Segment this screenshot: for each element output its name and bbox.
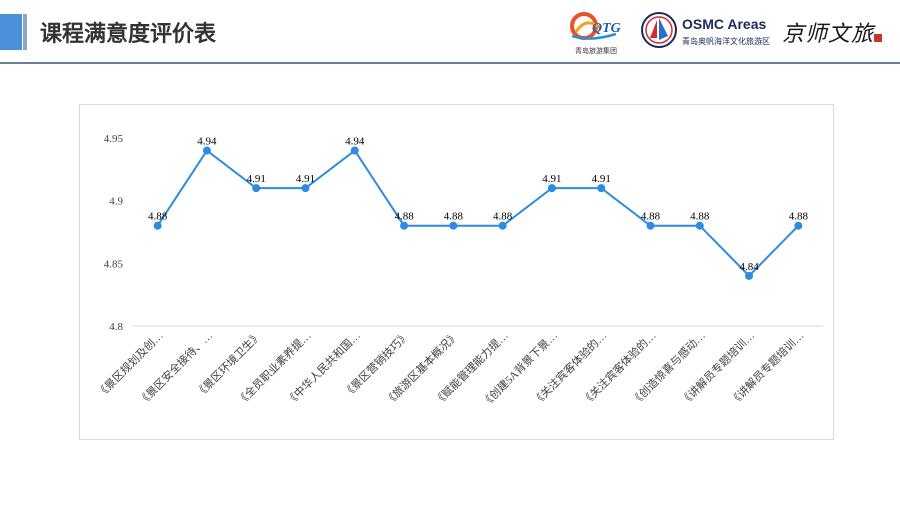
data-point (202, 146, 211, 155)
data-point (597, 184, 606, 193)
title-accent-bar-secondary (23, 14, 27, 50)
seal-icon (874, 34, 882, 42)
page-title: 课程满意度评价表 (40, 22, 217, 47)
data-point (498, 221, 507, 230)
data-point (695, 221, 704, 230)
y-tick-label: 4.8 (109, 321, 123, 333)
data-label: 4.88 (690, 211, 710, 223)
y-tick-label: 4.85 (104, 258, 124, 270)
qtg-logo: QTG 青岛旅游集团 (566, 6, 626, 58)
data-point (794, 221, 803, 230)
data-point (449, 221, 458, 230)
jsw-text: 京师文旅 (782, 22, 875, 47)
x-axis: 《景区规划及创…《景区安全接待、…《景区环境卫生》《全员职业素养提…《中华人民共… (94, 325, 823, 410)
chart-frame: 4.8 4.85 4.9 4.95 《景区规划及创… 《景区安全接待、… 《景区环境卫生》… (79, 104, 834, 440)
title-accent-bar (0, 14, 22, 50)
osmc-emblem-icon (641, 12, 677, 48)
osmc-subtitle: 青岛奥帆海洋文化旅游区 (682, 37, 770, 46)
series-polyline (156, 149, 800, 278)
data-point (252, 184, 261, 193)
osmc-title: OSMC Areas (682, 16, 767, 32)
jsw-logo: 京师文旅 (782, 12, 882, 52)
osmc-logo: OSMC Areas 青岛奥帆海洋文化旅游区 (640, 10, 770, 54)
data-point (400, 221, 409, 230)
data-point (745, 271, 754, 280)
data-label: 4.88 (444, 211, 464, 223)
y-tick-label: 4.95 (104, 133, 124, 145)
data-label: 4.88 (394, 211, 414, 223)
header: 课程满意度评价表 QTG 青岛旅游集团 OSMC Areas 青岛奥帆海洋文化旅… (0, 0, 900, 66)
data-point (301, 184, 310, 193)
data-label: 4.91 (592, 173, 611, 185)
data-label: 4.91 (247, 173, 266, 185)
data-label: 4.91 (296, 173, 315, 185)
data-label: 4.84 (739, 261, 759, 273)
data-label: 4.94 (197, 136, 217, 148)
data-label: 4.88 (789, 211, 809, 223)
data-label: 4.88 (493, 211, 513, 223)
data-label: 4.94 (345, 136, 365, 148)
data-point (646, 221, 655, 230)
qtg-mark: QTG (592, 21, 621, 36)
data-label: 4.88 (641, 211, 661, 223)
line-chart: 4.8 4.85 4.9 4.95 《景区规划及创…《景区安全接待、…《景区环境卫生》… (94, 133, 823, 410)
y-tick-label: 4.9 (109, 196, 123, 208)
header-divider (0, 62, 900, 64)
data-label: 4.91 (542, 173, 561, 185)
data-point (350, 146, 359, 155)
data-point (153, 221, 162, 230)
y-axis: 4.8 4.85 4.9 4.95 (104, 133, 124, 333)
series-line: 4.88 4.94 4.91 4.91 4.94 4.88 4.88 4.88 4.91 4.91… (148, 136, 808, 280)
data-label: 4.88 (148, 211, 168, 223)
qtg-caption: 青岛旅游集团 (575, 47, 617, 55)
data-point (547, 184, 556, 193)
